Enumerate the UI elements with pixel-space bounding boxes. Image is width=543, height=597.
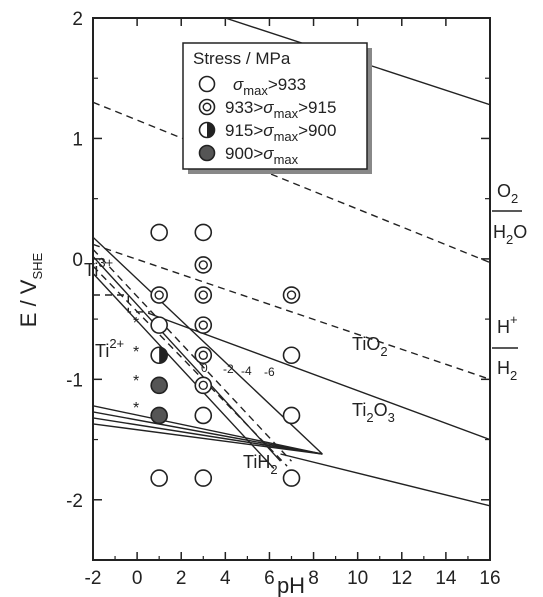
line-label-4: -4 (241, 364, 252, 378)
point-open-5 (282, 406, 301, 425)
line-label-0: 0 (201, 361, 208, 375)
line-13 (93, 265, 288, 467)
x-tick-label-7: 12 (391, 568, 412, 589)
line-11 (93, 272, 275, 469)
asterisk-4: * (133, 400, 139, 417)
region-ti2plus: Ti2+ (95, 336, 124, 361)
x-tick-label-6: 10 (347, 568, 368, 589)
line-1 (93, 243, 490, 380)
point-double-2 (150, 286, 168, 304)
point-double-1 (194, 286, 213, 304)
point-filled-1 (150, 406, 168, 425)
x-tick-label-1: 0 (132, 568, 143, 589)
label-h2o: H2O (493, 222, 527, 247)
point-double-3 (194, 316, 213, 334)
line-8 (93, 417, 323, 455)
point-open-2 (150, 316, 168, 334)
legend-entry-4: 900>σmax (225, 144, 299, 167)
x-tick-label-2: 2 (176, 568, 187, 589)
legend-marker-open (198, 75, 216, 93)
point-double-5 (194, 346, 213, 365)
y-tick-label-1: -1 (66, 370, 83, 391)
line-14 (93, 294, 151, 313)
asterisk-3: * (133, 373, 139, 390)
y-tick-label-2: 0 (72, 250, 83, 271)
region-ti2o3: Ti2O3 (352, 400, 395, 425)
y-tick-label-3: 1 (72, 129, 83, 150)
legend-title: Stress / MPa (193, 49, 291, 68)
point-double-6 (194, 376, 213, 395)
point-open-4 (282, 346, 301, 365)
legend-entry-1: σmax>933 (233, 75, 306, 98)
point-double-0 (194, 256, 213, 274)
asterisk-2: * (133, 344, 139, 361)
y-axis-label: E / VSHE (16, 252, 45, 327)
line-10 (93, 256, 282, 462)
data-points (150, 223, 301, 487)
point-open-8 (282, 469, 301, 487)
point-filled-0 (150, 376, 168, 395)
point-open-1 (194, 223, 213, 242)
line-12 (93, 248, 293, 462)
legend: Stress / MPa σmax>933 933>σmax>915 915>σ… (182, 42, 372, 174)
region-tio2: TiO2 (352, 334, 388, 359)
label-o2: O2 (497, 181, 518, 206)
point-open-6 (150, 469, 168, 487)
region-ti3plus: Ti3+ (84, 255, 113, 280)
line-9 (93, 423, 323, 455)
line-6 (93, 405, 323, 455)
point-double-4 (282, 286, 301, 304)
legend-markers (198, 75, 216, 162)
line-3 (147, 312, 490, 441)
region-tih2: TiH2 (243, 452, 278, 477)
point-half-0 (150, 346, 168, 365)
legend-entry-3: 915>σmax>900 (225, 121, 336, 144)
line-label-2: -2 (223, 362, 234, 376)
legend-marker-double (198, 98, 216, 116)
x-tick-label-4: 6 (264, 568, 275, 589)
y-tick-label-4: 2 (72, 9, 83, 30)
x-tick-label-9: 16 (479, 568, 500, 589)
x-tick-label-3: 4 (220, 568, 231, 589)
y-tick-label-0: -2 (66, 491, 83, 512)
x-tick-label-0: -2 (85, 568, 102, 589)
label-hplus: H+ (497, 312, 518, 337)
legend-marker-filled (198, 144, 216, 162)
line-label-6: -6 (264, 365, 275, 379)
line-7 (93, 411, 323, 455)
point-open-0 (150, 223, 168, 242)
legend-marker-half (198, 121, 216, 139)
asterisk-1: * (133, 315, 139, 332)
legend-entry-2: 933>σmax>915 (225, 98, 336, 121)
x-tick-label-5: 8 (308, 568, 319, 589)
point-open-7 (194, 469, 213, 487)
x-tick-label-8: 14 (435, 568, 457, 589)
label-h2: H2 (497, 358, 517, 383)
x-axis-label: pH (277, 573, 305, 597)
point-open-3 (194, 406, 213, 425)
line-4 (280, 453, 490, 507)
